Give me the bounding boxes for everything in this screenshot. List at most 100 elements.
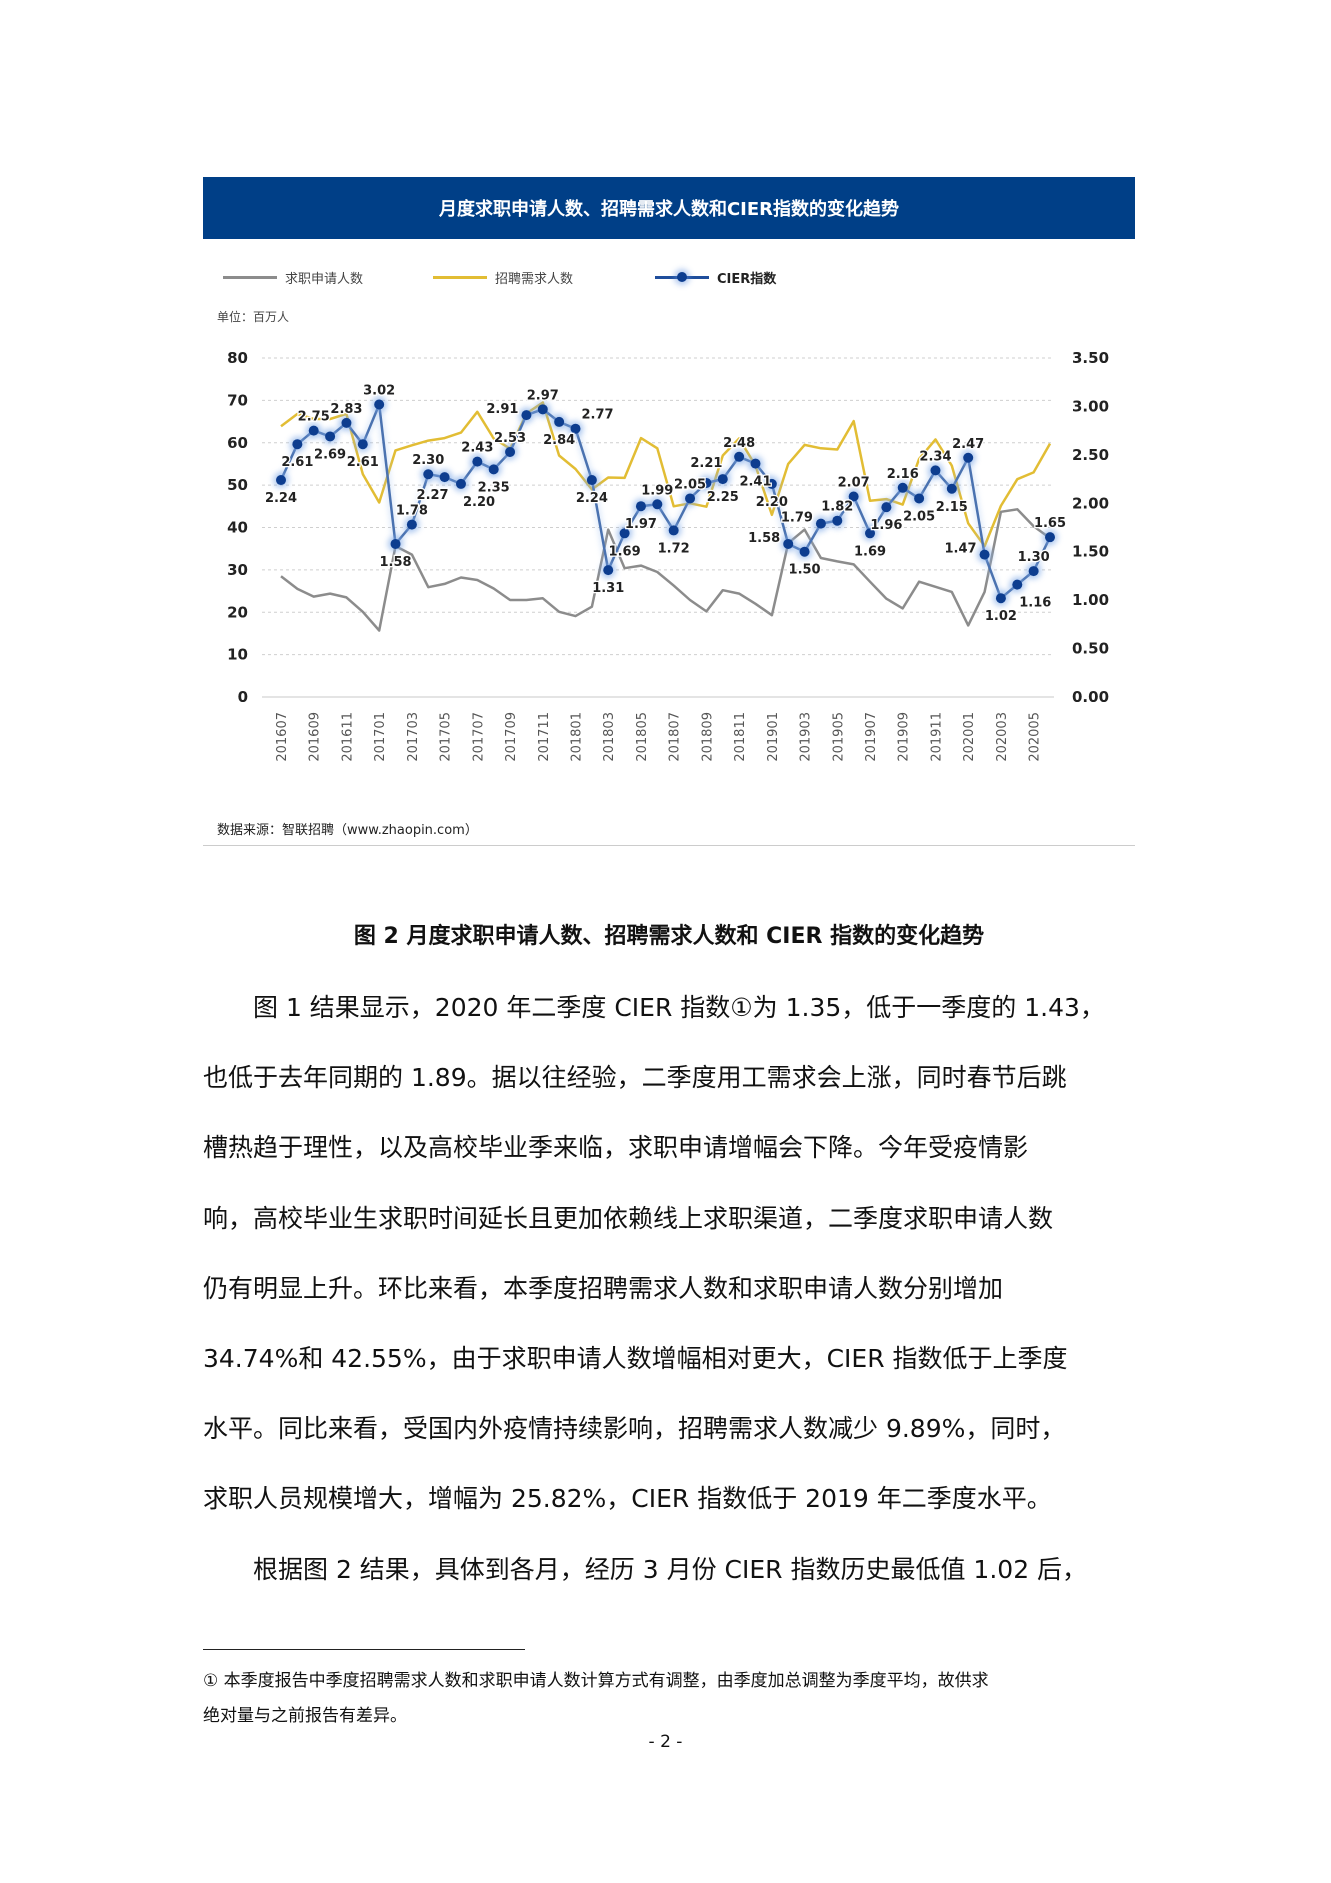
x-tick-label: 201805: [635, 712, 650, 762]
data-label: 1.65: [1034, 516, 1066, 531]
x-tick-label: 201905: [831, 712, 846, 762]
right-tick-label: 1.00: [1072, 591, 1109, 609]
cier-point: [750, 458, 761, 469]
data-source: 数据来源：智联招聘（www.zhaopin.com）: [217, 823, 478, 838]
data-label: 1.96: [870, 518, 902, 533]
right-tick-label: 2.00: [1072, 494, 1109, 512]
legend-line-marker-icon: [655, 272, 709, 282]
cier-point: [521, 410, 532, 421]
data-label: 2.97: [527, 388, 559, 403]
data-label: 2.69: [314, 447, 346, 462]
data-label: 2.91: [486, 402, 518, 417]
data-label: 2.15: [936, 500, 968, 515]
x-tick-label: 201903: [799, 712, 814, 762]
data-label: 1.82: [821, 500, 853, 515]
legend-label: CIER指数: [717, 272, 777, 287]
x-tick-label: 201801: [570, 712, 585, 762]
data-label: 2.84: [543, 433, 575, 448]
cier-point: [930, 465, 941, 476]
data-label: 1.02: [985, 609, 1017, 624]
legend-demand: 招聘需求人数: [433, 268, 573, 287]
legend-cier: CIER指数: [655, 268, 776, 287]
paragraph-line: 根据图 2 结果，具体到各月，经历 3 月份 CIER 指数历史最低值 1.02…: [203, 1554, 1088, 1584]
cier-point: [1045, 532, 1055, 543]
x-tick-label: 201907: [864, 712, 879, 762]
data-label: 1.69: [854, 544, 886, 559]
cier-point: [390, 538, 401, 549]
cier-point: [455, 478, 466, 489]
cier-point: [374, 399, 385, 410]
cier-point: [832, 515, 843, 526]
data-label: 2.24: [576, 491, 608, 506]
x-tick-label: 201901: [766, 712, 781, 762]
data-label: 1.78: [396, 504, 428, 519]
cier-point: [1028, 566, 1039, 577]
data-label: 2.43: [461, 441, 493, 456]
chart-plot: 0 10 20 30 40 50 60 70 80 0.00 0.50 1.00 1.50 2.00 2.5…: [227, 349, 1109, 762]
cier-point: [815, 518, 826, 529]
data-label: 1.69: [609, 544, 641, 559]
cier-point: [783, 538, 794, 549]
data-label: 2.20: [463, 495, 495, 510]
cier-point: [325, 431, 336, 442]
cier-point: [914, 493, 925, 504]
data-label: 3.02: [363, 383, 395, 398]
cier-point: [734, 451, 745, 462]
paragraph-line: 仍有明显上升。环比来看，本季度招聘需求人数和求职申请人数分别增加: [203, 1273, 1004, 1303]
x-tick-label: 201607: [275, 712, 290, 762]
x-tick-label: 201807: [668, 712, 683, 762]
cier-point: [668, 525, 679, 536]
chart-title: 月度求职申请人数、招聘需求人数和CIER指数的变化趋势: [203, 177, 1135, 239]
unit-label: 单位：百万人: [217, 310, 290, 324]
cier-point: [570, 423, 581, 434]
data-label: 2.24: [265, 491, 297, 506]
left-tick-label: 20: [227, 603, 248, 621]
series-line-2: [280, 401, 1052, 548]
left-tick-label: 60: [227, 434, 248, 452]
right-tick-label: 0.00: [1072, 688, 1109, 706]
data-label: 2.05: [903, 509, 935, 524]
cier-point: [652, 499, 663, 510]
right-tick-label: 3.00: [1072, 397, 1109, 415]
legend-label: 招聘需求人数: [495, 272, 574, 287]
x-tick-label: 201811: [733, 712, 748, 762]
right-tick-label: 1.50: [1072, 543, 1109, 561]
cier-point: [439, 472, 450, 483]
data-label: 2.83: [330, 402, 362, 417]
data-label: 2.48: [723, 436, 755, 451]
x-tick-label: 202001: [962, 712, 977, 762]
data-label: 1.79: [781, 511, 813, 526]
series-line-1: [280, 508, 1051, 632]
cier-point: [766, 478, 777, 489]
x-tick-label: 201803: [602, 712, 617, 762]
cier-point: [848, 491, 859, 502]
cier-point: [717, 474, 728, 485]
paragraph-line: 34.74%和 42.55%，由于求职申请人数增幅相对更大，CIER 指数低于上…: [203, 1344, 1068, 1373]
cier-point: [701, 477, 712, 488]
paragraph-line: 水平。同比来看，受国内外疫情持续影响，招聘需求人数减少 9.89%，同时，: [203, 1414, 1066, 1444]
data-label: 1.58: [379, 555, 411, 570]
data-label: 2.34: [919, 449, 951, 464]
data-label: 1.50: [789, 563, 821, 578]
x-tick-label: 201705: [439, 712, 454, 762]
cier-point: [799, 546, 810, 557]
cier-point: [865, 528, 876, 539]
data-label: 1.97: [625, 517, 657, 532]
cier-point: [685, 493, 696, 504]
x-tick-label: 201703: [406, 712, 421, 762]
right-tick-label: 3.50: [1072, 349, 1109, 367]
left-tick-label: 0: [238, 688, 248, 706]
right-tick-label: 0.50: [1072, 640, 1109, 658]
data-label: 2.61: [281, 455, 313, 470]
data-label: 2.21: [690, 456, 722, 471]
cier-point: [1012, 579, 1023, 590]
data-label: 2.07: [838, 476, 870, 491]
data-label: 1.30: [1018, 550, 1050, 565]
data-label: 2.05: [674, 477, 706, 492]
cier-point: [472, 456, 483, 467]
legend-line-gray-icon: [223, 276, 277, 279]
legend-line-yellow-icon: [433, 276, 487, 279]
left-tick-label: 80: [227, 349, 248, 367]
data-label: 2.25: [707, 490, 739, 505]
cier-point: [586, 475, 597, 486]
